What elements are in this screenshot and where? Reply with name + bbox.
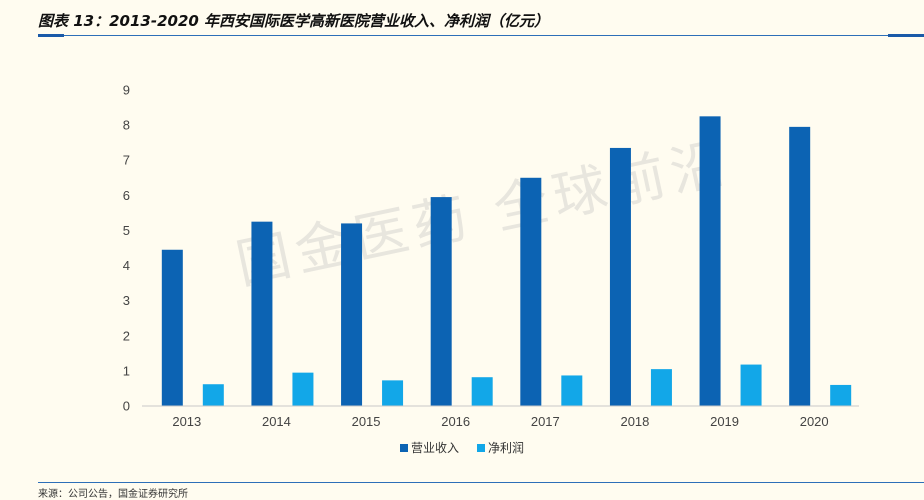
bar-net-profit (650, 369, 672, 406)
legend-swatch-revenue (399, 443, 408, 452)
title-rule-accent-left (38, 34, 64, 37)
legend-label-net-profit: 净利润 (488, 441, 525, 455)
y-tick-label: 1 (123, 363, 130, 378)
bar-revenue (699, 116, 721, 406)
y-tick-label: 2 (123, 328, 130, 343)
bar-net-profit (740, 364, 762, 406)
bar-net-profit (292, 372, 314, 406)
y-tick-label: 0 (123, 399, 130, 414)
bar-net-profit (830, 384, 852, 406)
legend-item-net-profit: 净利润 (477, 439, 524, 456)
y-tick-label: 8 (123, 118, 130, 133)
bar-revenue (430, 197, 452, 406)
y-tick-label: 6 (123, 188, 130, 203)
bar-revenue (251, 221, 273, 406)
bar-net-profit (202, 384, 224, 406)
y-tick-label: 4 (123, 258, 130, 273)
y-tick-label: 5 (123, 223, 130, 238)
bar-net-profit (471, 377, 493, 406)
x-tick-label: 2017 (531, 414, 560, 429)
chart-title: 图表 13：2013-2020 年西安国际医学高新医院营业收入、净利润（亿元） (38, 12, 550, 30)
bar-net-profit (382, 380, 404, 406)
bar-chart: 0 1 2 3 4 5 6 7 8 9 2013 2014 2015 2016 2017 2018 2019 20… (123, 83, 859, 429)
title-rule (38, 35, 924, 36)
bar-revenue (161, 249, 183, 406)
bar-revenue (609, 147, 631, 406)
x-tick-label: 2020 (800, 414, 829, 429)
x-tick-label: 2015 (352, 414, 381, 429)
legend: 营业收入 净利润 (0, 439, 924, 456)
title-rule-accent-right (888, 34, 924, 37)
bar-revenue (341, 223, 363, 406)
y-tick-label: 9 (123, 83, 130, 98)
y-tick-label: 3 (123, 293, 130, 308)
x-tick-label: 2019 (710, 414, 739, 429)
x-tick-label: 2016 (441, 414, 470, 429)
x-tick-label: 2014 (262, 414, 291, 429)
x-tick-label: 2018 (620, 414, 649, 429)
x-tick-label: 2013 (172, 414, 201, 429)
source-note: 来源：公司公告，国金证券研究所 (38, 489, 188, 500)
bar-revenue (789, 126, 811, 406)
bar-net-profit (561, 375, 583, 406)
bar-revenue (520, 177, 542, 406)
source-rule (38, 482, 924, 483)
legend-swatch-net-profit (477, 443, 485, 452)
legend-label-revenue: 营业收入 (410, 441, 459, 455)
title-bar: 图表 13：2013-2020 年西安国际医学高新医院营业收入、净利润（亿元） (0, 0, 924, 37)
y-tick-label: 7 (123, 153, 130, 168)
legend-item-revenue: 营业收入 (399, 439, 459, 456)
